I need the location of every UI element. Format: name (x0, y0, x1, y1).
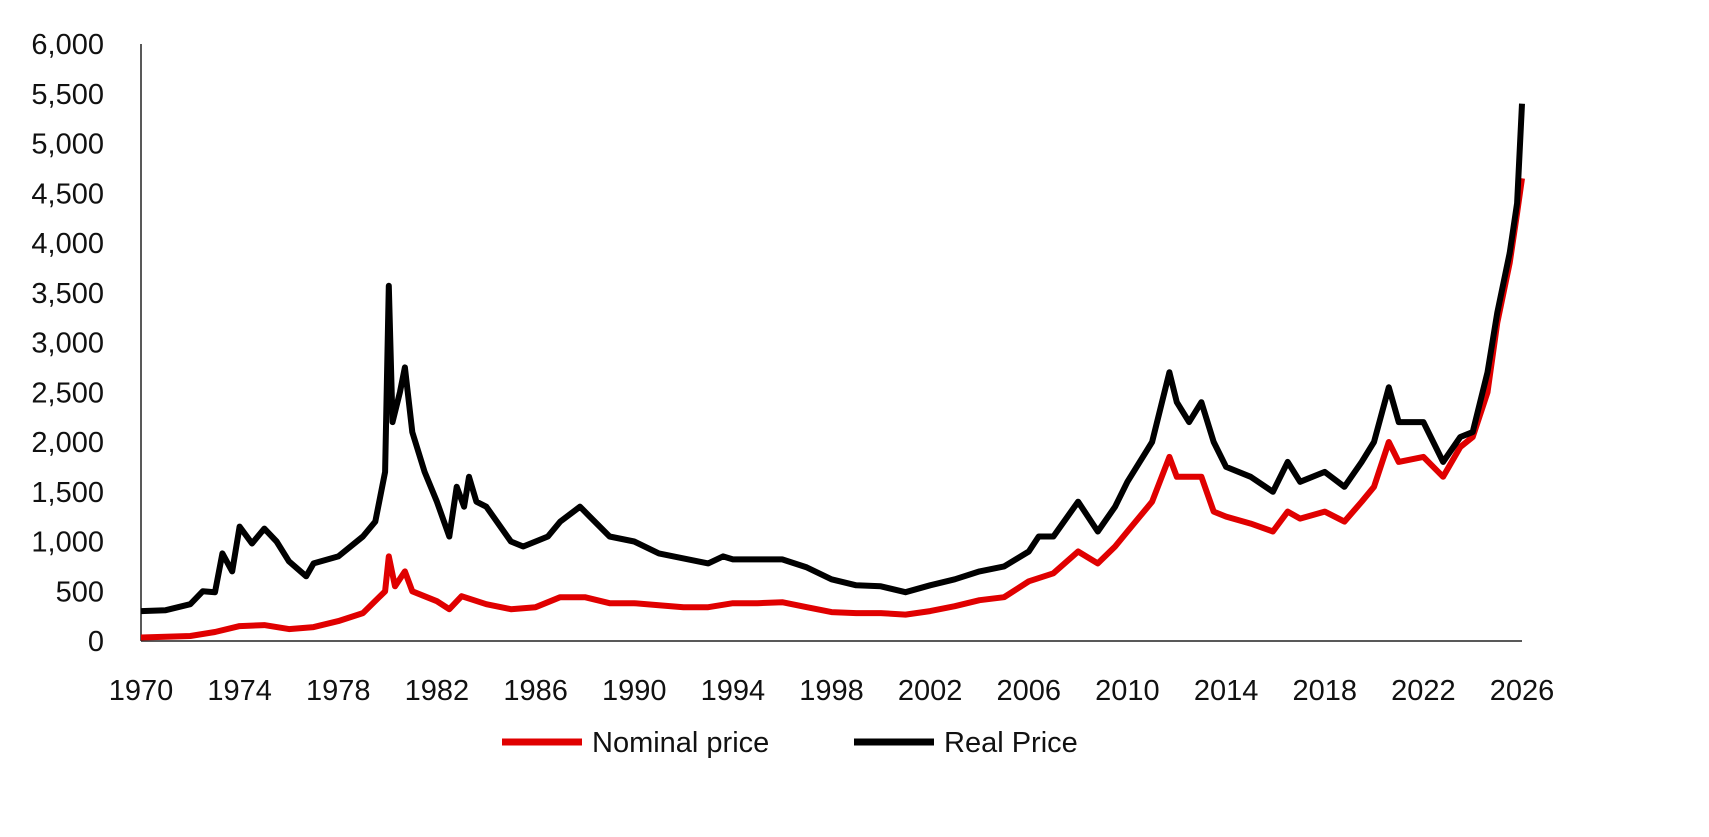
series-line-real (140, 103, 1525, 615)
x-tick-label: 2006 (997, 675, 1062, 707)
x-tick-label: 2026 (1490, 675, 1555, 707)
y-tick-label: 2,000 (31, 427, 104, 459)
y-axis-ticks: 0 500 1,000 1,500 2,000 2,500 3,000 3,500 4,000 4… (31, 29, 104, 658)
x-tick-label: 1982 (405, 675, 470, 707)
series-lines (140, 103, 1525, 641)
y-tick-label: 4,000 (31, 228, 104, 260)
y-tick-label: 500 (56, 576, 104, 608)
y-tick-label: 1,500 (31, 477, 104, 509)
x-tick-label: 1990 (602, 675, 667, 707)
y-tick-label: 2,500 (31, 377, 104, 409)
y-tick-label: 5,500 (31, 79, 104, 111)
x-tick-label: 1994 (701, 675, 766, 707)
x-tick-label: 1998 (799, 675, 864, 707)
x-tick-label: 1970 (109, 675, 174, 707)
y-tick-label: 6,000 (31, 29, 104, 61)
x-tick-label: 1974 (207, 675, 272, 707)
y-tick-label: 5,000 (31, 129, 104, 161)
y-tick-label: 3,000 (31, 328, 104, 360)
x-axis-ticks: 1970 1974 1978 1982 1986 1990 1994 1998 2002 2006… (109, 675, 1555, 707)
y-tick-label: 4,500 (31, 178, 104, 210)
x-tick-label: 2002 (898, 675, 963, 707)
y-tick-label: 3,500 (31, 278, 104, 310)
y-tick-label: 0 (88, 626, 104, 658)
series-line-nominal (140, 177, 1525, 641)
x-tick-label: 1978 (306, 675, 371, 707)
x-tick-label: 1986 (503, 675, 568, 707)
legend: Nominal price Real Price (502, 727, 1078, 759)
x-tick-label: 2022 (1391, 675, 1456, 707)
x-tick-label: 2014 (1194, 675, 1259, 707)
x-tick-label: 2018 (1292, 675, 1357, 707)
y-tick-label: 1,000 (31, 527, 104, 559)
x-tick-label: 2010 (1095, 675, 1160, 707)
legend-label-real: Real Price (944, 727, 1078, 759)
legend-label-nominal: Nominal price (592, 727, 769, 759)
